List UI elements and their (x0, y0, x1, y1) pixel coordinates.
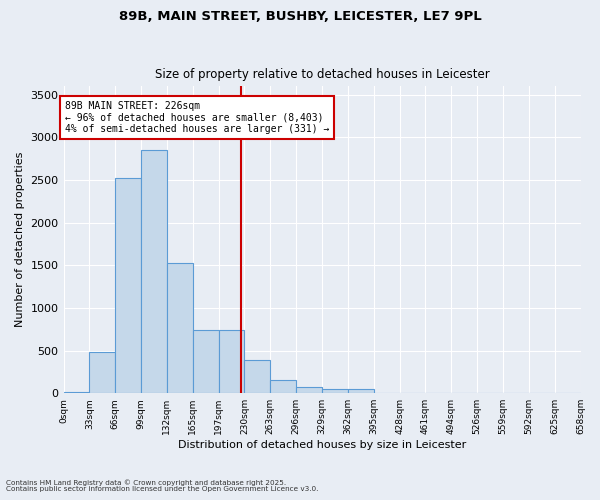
Bar (141, 150, 167, 393)
Y-axis label: Number of detached properties: Number of detached properties (15, 152, 25, 328)
Text: 89B, MAIN STREET, BUSHBY, LEICESTER, LE7 9PL: 89B, MAIN STREET, BUSHBY, LEICESTER, LE7… (119, 10, 481, 23)
Bar (89, 352, 115, 393)
Bar (348, 388, 374, 393)
X-axis label: Distribution of detached houses by size in Leicester: Distribution of detached houses by size … (178, 440, 466, 450)
Bar (218, 330, 244, 393)
Text: 89B MAIN STREET: 226sqm
← 96% of detached houses are smaller (8,403)
4% of semi-: 89B MAIN STREET: 226sqm ← 96% of detache… (65, 101, 329, 134)
Bar (167, 263, 193, 393)
Bar (271, 380, 296, 393)
Bar (64, 392, 89, 393)
Bar (296, 387, 322, 393)
Bar (193, 330, 218, 393)
Bar (244, 360, 271, 393)
Text: Contains HM Land Registry data © Crown copyright and database right 2025.
Contai: Contains HM Land Registry data © Crown c… (6, 479, 319, 492)
Bar (322, 388, 348, 393)
Bar (115, 178, 141, 393)
Title: Size of property relative to detached houses in Leicester: Size of property relative to detached ho… (155, 68, 490, 81)
